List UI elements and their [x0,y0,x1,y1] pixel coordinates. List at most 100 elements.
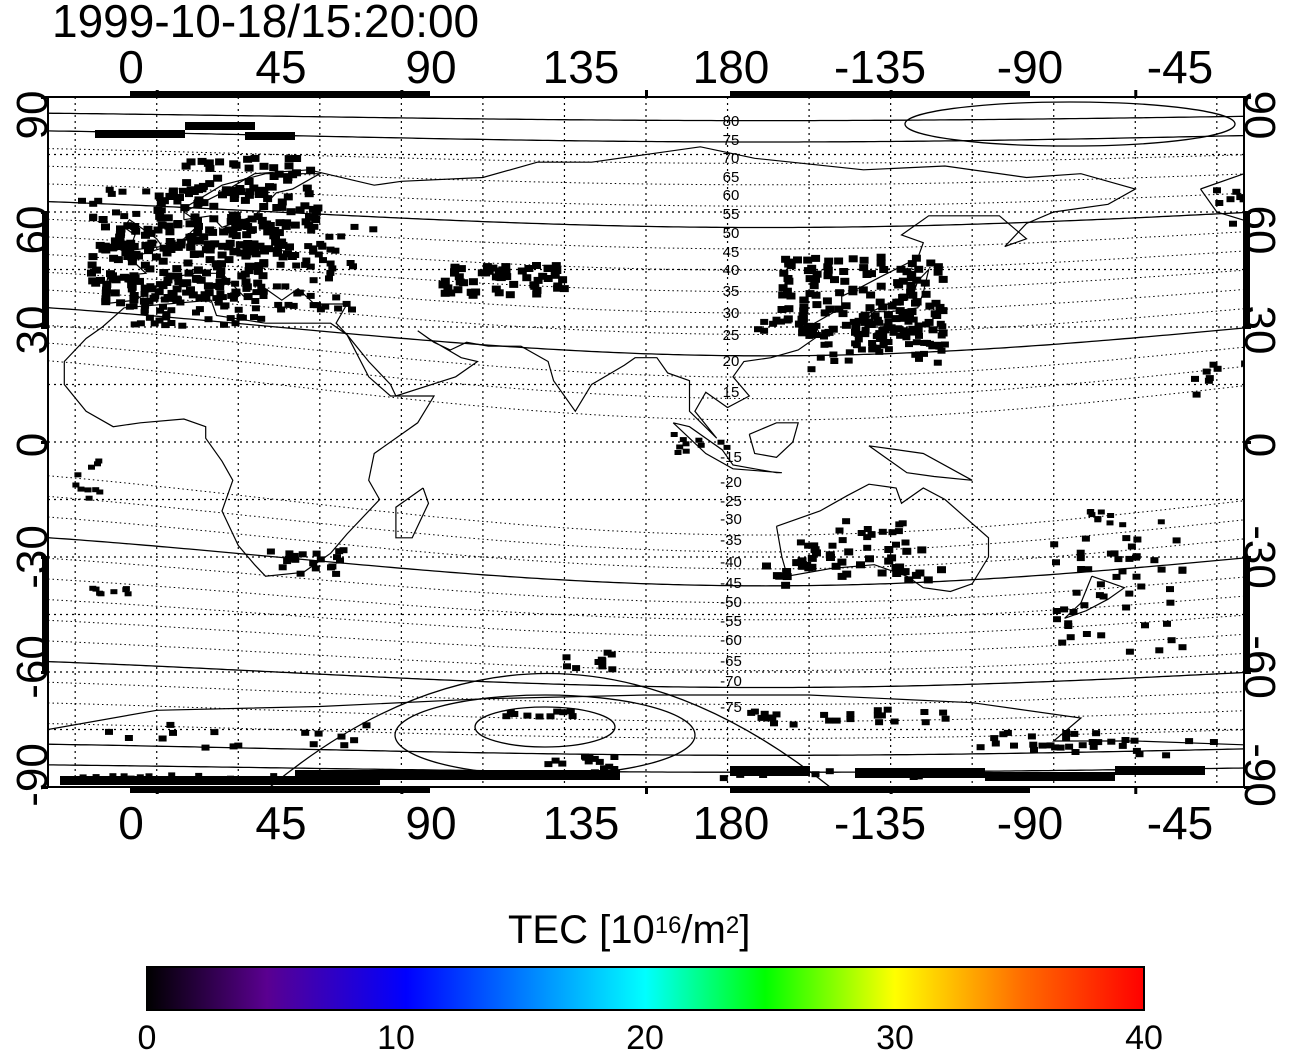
tec-point [812,322,821,329]
contour-labels: 8075706560555045403530252015-15-20-25-30… [720,113,742,716]
tec-point [96,276,105,284]
tec-point [607,651,616,658]
tec-point [878,303,888,311]
tec-point [182,289,191,296]
tec-point [230,292,239,299]
tec-point [911,326,920,333]
tec-point [362,722,371,729]
tec-point [201,744,210,751]
tec-point [812,270,822,278]
tec-point [140,261,150,269]
tec-point [782,568,792,575]
tec-point [935,303,945,311]
tec-point [840,277,850,285]
tec-point [1112,573,1121,580]
tec-point [193,217,202,225]
tec-point [1106,520,1114,526]
tec-point [914,322,923,329]
tec-point [532,262,541,269]
tec-point [316,306,325,313]
tec-point [883,311,893,319]
tec-point [805,290,815,298]
mag-contour-line [48,723,1244,739]
tec-point [1095,592,1104,599]
tec-point [130,223,140,230]
tec-point [285,243,294,251]
tec-point [348,306,356,313]
tec-point [305,213,314,221]
tec-point [210,729,219,736]
tec-point [140,284,150,292]
tec-point [272,283,281,290]
tec-point [868,343,877,350]
tec-point [1062,730,1071,736]
tec-point [98,244,108,252]
tec-point [194,201,202,208]
tec-point [811,254,821,262]
tec-point [467,288,477,296]
mag-contour-line [48,681,1244,705]
tec-point [159,197,169,205]
tec-point [831,562,841,570]
tec-point [155,212,165,220]
tec-point [231,320,240,327]
antarctica-coast [48,694,1244,746]
tec-point [159,269,169,276]
tec-point [532,290,542,298]
tec-point [757,714,766,721]
tec-point [603,649,612,656]
tec-point [907,260,917,268]
tec-point [242,245,252,253]
tec-point [269,173,279,180]
tec-point [161,322,170,329]
tec-point [941,715,950,722]
tec-point [1226,196,1235,203]
contour-label: -55 [720,613,742,630]
tec-point [868,340,877,346]
tec-point [443,284,453,292]
tec-point [165,192,174,199]
tec-point [820,341,829,348]
tec-point [301,261,310,268]
tec-point [215,278,225,286]
tec-point [902,268,912,276]
tec-point [1141,622,1149,629]
tec-point [206,242,216,250]
mag-contour-line [48,599,1244,638]
top-axis-tick [645,90,648,97]
tec-point [136,320,145,327]
tec-point [501,263,511,271]
tec-point [543,264,553,272]
tec-point [857,346,866,353]
contour-label: 20 [723,353,740,370]
tec-point [598,663,607,670]
tec-point [201,294,211,302]
tec-point [274,301,283,308]
tec-point [168,187,178,195]
tec-point [792,559,802,567]
tec-point [208,228,218,236]
tec-point [112,209,120,216]
tec-point [1122,535,1131,542]
mag-contour-line [48,254,1244,293]
tec-point [1264,173,1272,179]
tec-point [77,486,85,492]
tec-point [129,296,139,304]
tec-point [719,775,728,782]
tec-point [242,285,251,292]
tec-point [194,196,204,204]
tec-point [920,339,929,346]
tec-point [608,666,617,673]
scandinavia-coast [183,173,323,228]
tec-point [890,718,899,725]
tec-point [228,230,238,238]
tec-point [1137,583,1146,590]
tec-point [165,238,175,245]
tec-point [760,318,769,325]
tec-point [369,226,378,233]
tec-point [1241,360,1244,367]
tec-point [221,186,231,194]
tec-point [127,258,137,266]
tec-point [915,569,925,577]
